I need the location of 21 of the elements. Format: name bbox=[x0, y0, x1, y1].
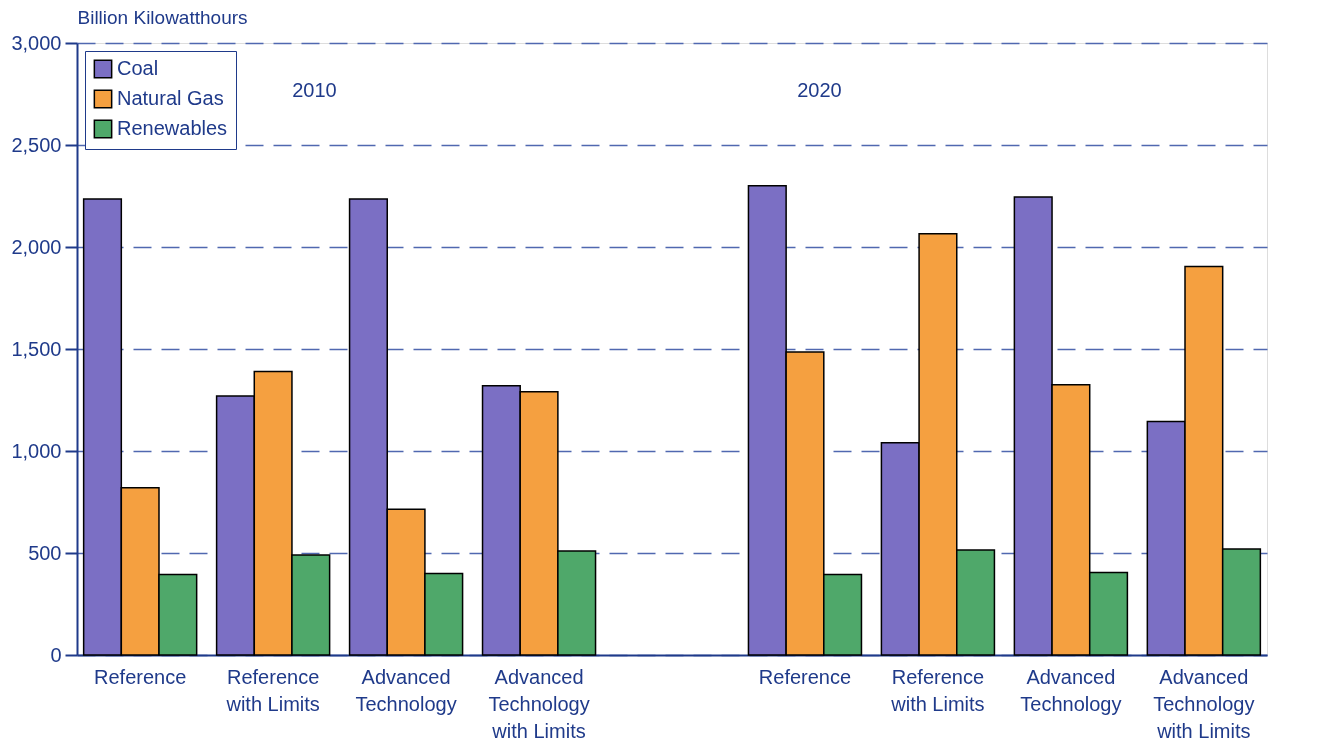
y-axis-title: Billion Kilowatthours bbox=[77, 6, 248, 28]
x-tick-label: Advanced Technology bbox=[1020, 665, 1122, 715]
y-tick-label: 3,000 bbox=[11, 31, 62, 54]
x-tick-label: Reference with Limits bbox=[890, 665, 985, 715]
x-tick-label: Reference bbox=[758, 665, 852, 688]
x-tick-label: Advanced Technology bbox=[355, 665, 457, 715]
x-tick-label: Reference with Limits bbox=[225, 665, 320, 715]
x-tick-label: Reference bbox=[94, 665, 187, 688]
annotation: 2020 bbox=[797, 79, 842, 101]
y-tick-label: 2,500 bbox=[11, 133, 62, 156]
y-tick-label: 500 bbox=[28, 541, 62, 564]
annotation: 2010 bbox=[292, 79, 337, 101]
x-tick-label: Advanced Technology with Limits bbox=[488, 665, 590, 742]
y-tick-label: 2,000 bbox=[11, 235, 62, 258]
legend-label: Renewables bbox=[117, 117, 228, 139]
legend-label: Natural Gas bbox=[117, 87, 224, 109]
y-tick-label: 0 bbox=[50, 643, 62, 666]
legend-label: Coal bbox=[117, 57, 159, 79]
y-tick-label: 1,500 bbox=[11, 337, 62, 360]
x-tick-label: Advanced Technology with Limits bbox=[1153, 665, 1255, 742]
y-tick-label: 1,000 bbox=[11, 439, 62, 462]
